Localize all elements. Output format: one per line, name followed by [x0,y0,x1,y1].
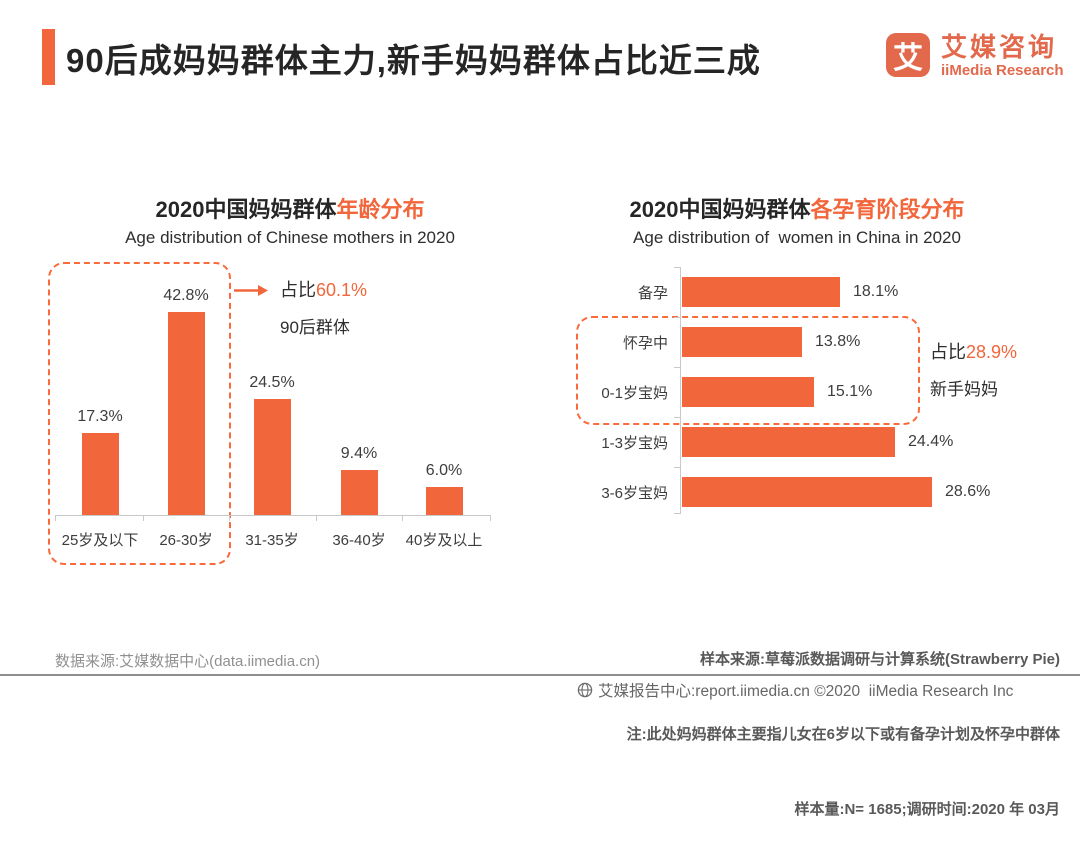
y-axis [680,267,681,514]
logo-name-en: iiMedia Research [941,62,1064,79]
axis-tick [55,516,56,521]
annotation-prefix: 占比 [280,280,316,300]
axis-tick [674,467,680,468]
annotation-new-mothers-share: 占比28.9% [930,338,1017,364]
axis-tick [674,267,680,268]
hbar-value-label: 15.1% [827,383,873,400]
axis-tick [674,513,680,514]
chart-title-right-black: 2020中国妈妈群体 [629,197,811,222]
chart-subtitle-left: Age distribution of Chinese mothers in 2… [125,228,455,247]
vbar [82,433,119,515]
annotation-new-mothers-caption: 新手妈妈 [930,380,998,399]
bar-category-label: 40岁及以上 [405,532,483,549]
bar-value-label: 42.8% [163,287,209,304]
axis-tick [143,516,144,521]
vbar [168,312,205,515]
annotation-post90s-caption: 90后群体 [280,318,350,337]
annotation-post90s: 占比60.1% 90后群体 [280,276,367,338]
report-center-text: 艾媒报告中心:report.iimedia.cn ©2020 iiMedia R… [598,683,1014,700]
hbar-value-label: 24.4% [908,433,954,450]
hbar [682,327,802,357]
bar-category-label: 31-35岁 [245,532,299,549]
vbar [426,487,463,515]
hbar-row-label: 0-1岁宝妈 [601,385,668,402]
bar-category-label: 25岁及以下 [61,532,139,549]
axis-tick [674,417,680,418]
note-definition: 注:此处妈妈群体主要指儿女在6岁以下或有备孕计划及怀孕中群体 [626,726,1060,743]
logo-text: 艾媒咨询 iiMedia Research [941,33,1064,79]
annotation-value: 60.1% [316,280,368,300]
axis-tick [674,367,680,368]
bar-value-label: 6.0% [425,462,463,479]
hbar [682,277,840,307]
hbar-row-label: 1-3岁宝妈 [601,435,668,452]
report-center-footer: 艾媒报告中心:report.iimedia.cn ©2020 iiMedia R… [577,679,1013,701]
vbar [254,399,291,515]
hbar [682,477,932,507]
axis-tick [402,516,403,521]
hbar-value-label: 18.1% [853,283,899,300]
hbar-row-label: 备孕 [637,285,668,302]
title-accent-bar [42,29,55,85]
hbar-row-label: 怀孕中 [622,335,668,352]
pregnancy-stage-chart: 2020中国妈妈群体各孕育阶段分布 Age distribution of wo… [532,192,1062,592]
iimedia-logo: 艾 艾媒咨询 iiMedia Research [886,33,1064,79]
bar-value-label: 9.4% [340,445,378,462]
annotation-prefix: 占比 [930,342,966,362]
axis-tick [229,516,230,521]
chart-title-right: 2020中国妈妈群体各孕育阶段分布 [532,192,1062,224]
bar-value-label: 24.5% [249,374,295,391]
logo-glyph: 艾 [893,42,923,75]
vbar [341,470,378,515]
bar-category-label: 26-30岁 [159,532,213,549]
data-source: 数据来源:艾媒数据中心(data.iimedia.cn) [55,653,321,670]
highlight-box-new-mothers [576,316,920,425]
axis-tick [674,317,680,318]
axis-tick [490,516,491,521]
chart-title-left: 2020中国妈妈群体年龄分布 [40,192,540,224]
bar-value-label: 17.3% [77,408,123,425]
chart-title-left-orange: 年龄分布 [336,197,425,222]
hbar [682,427,895,457]
sample-notes: 样本来源:草莓派数据调研与计算系统(Strawberry Pie) 注:此处妈妈… [627,597,1060,847]
chart-title-left-black: 2020中国妈妈群体 [155,197,337,222]
hbar [682,377,814,407]
chart-title-right-orange: 各孕育阶段分布 [810,197,965,222]
x-axis [55,515,491,516]
bar-category-label: 36-40岁 [332,532,386,549]
arrow-right-icon [234,285,268,296]
iimedia-logo-icon: 艾 [886,33,930,77]
annotation-new-mothers: 占比28.9% 新手妈妈 [930,338,1017,400]
footer-divider [0,674,1080,676]
logo-name-cn: 艾媒咨询 [941,32,1058,62]
hbar-row-label: 3-6岁宝妈 [601,485,668,502]
highlight-box-post90s [48,262,231,565]
chart-subtitle-right: Age distribution of women in China in 20… [633,228,961,247]
note-sample-size: 样本量:N= 1685;调研时间:2020 年 03月 [794,801,1060,818]
hbar-value-label: 13.8% [815,333,861,350]
annotation-value: 28.9% [966,342,1018,362]
hbar-value-label: 28.6% [945,483,991,500]
annotation-post90s-share: 占比60.1% [280,276,367,302]
globe-icon [577,682,593,698]
note-sample-source: 样本来源:草莓派数据调研与计算系统(Strawberry Pie) [699,651,1060,668]
axis-tick [316,516,317,521]
age-distribution-chart: 2020中国妈妈群体年龄分布 Age distribution of Chine… [40,192,540,592]
slide-title: 90后成妈妈群体主力,新手妈妈群体占比近三成 [66,42,761,79]
